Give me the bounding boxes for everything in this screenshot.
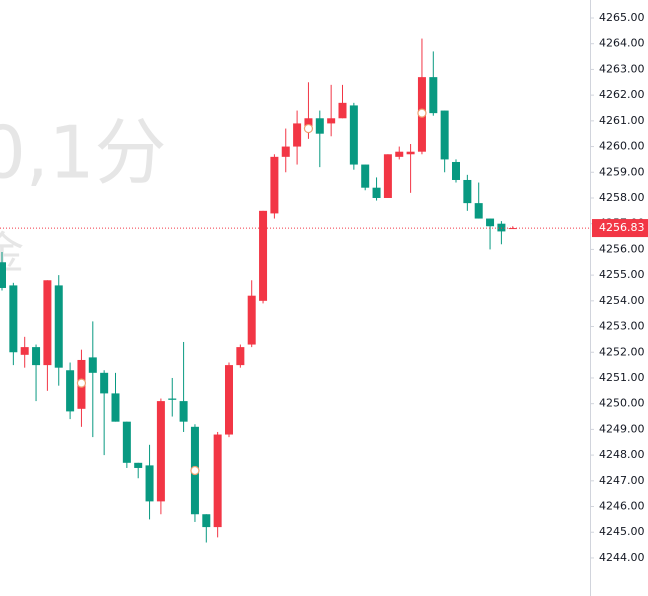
y-tick-label: 4254.00	[599, 294, 645, 307]
candle-body	[281, 146, 290, 157]
y-tick-label: 4263.00	[599, 62, 645, 75]
y-tick-label: 4248.00	[599, 448, 645, 461]
y-tick-label: 4258.00	[599, 191, 645, 204]
y-tick-label: 4256.00	[599, 242, 645, 255]
candle-body	[9, 285, 18, 353]
y-tick-label: 4247.00	[599, 474, 645, 487]
marker	[303, 123, 314, 134]
marker	[417, 108, 427, 118]
y-tick-label: 4252.00	[599, 345, 645, 358]
y-tick-label: 4260.00	[599, 140, 645, 153]
candle-body	[338, 102, 347, 119]
candle-body	[179, 401, 188, 422]
candle-body	[100, 372, 109, 394]
marker	[190, 465, 200, 476]
candle-body	[406, 151, 415, 155]
y-tick-label: 4246.00	[599, 500, 645, 513]
candle-body	[0, 262, 6, 288]
candle-body	[463, 179, 472, 204]
candle-body	[111, 393, 120, 422]
candle-body	[349, 105, 358, 165]
candle-body	[361, 164, 370, 188]
y-tick-label: 4244.00	[599, 551, 645, 564]
candle-body	[156, 401, 165, 502]
candle-body	[383, 154, 392, 198]
y-tick-label: 4250.00	[599, 397, 645, 410]
y-tick-label: 4255.00	[599, 268, 645, 281]
candle-body	[20, 347, 29, 355]
y-tick-label: 4249.00	[599, 422, 645, 435]
watermark: 0,1分	[0, 111, 167, 195]
candle-body	[497, 223, 506, 232]
candle-body	[395, 151, 404, 157]
y-tick-label: 4262.00	[599, 88, 645, 101]
y-tick-label: 4265.00	[599, 11, 645, 24]
y-tick-label: 4259.00	[599, 165, 645, 178]
y-tick-label: 4264.00	[599, 37, 645, 50]
candle-body	[259, 210, 268, 301]
candle-body	[145, 465, 154, 502]
marker	[76, 378, 87, 388]
candle-body	[43, 280, 52, 366]
candle-body	[54, 285, 63, 368]
candle-body	[202, 514, 211, 528]
candle-body	[486, 218, 495, 227]
candle-body	[315, 118, 324, 134]
candle-body	[213, 434, 222, 528]
candle-body	[134, 462, 143, 468]
candle-body	[372, 187, 381, 198]
candle-body	[440, 110, 449, 160]
candle-body	[452, 161, 460, 180]
candle-body	[508, 228, 517, 230]
y-tick-label: 4251.00	[599, 371, 645, 384]
candle-body	[247, 295, 256, 345]
candle-body	[293, 123, 302, 147]
y-tick-label: 4261.00	[599, 114, 645, 127]
candle-body	[32, 347, 41, 366]
candle-body	[122, 421, 131, 463]
y-tick-label: 4253.00	[599, 320, 645, 333]
candle-body	[168, 398, 177, 400]
candle-body	[66, 370, 75, 412]
candle-body	[236, 347, 245, 366]
y-tick-label: 4245.00	[599, 525, 645, 538]
candle-body	[270, 156, 279, 214]
candle-body	[474, 203, 483, 219]
last-price-box	[592, 219, 648, 238]
candle-body	[304, 118, 313, 126]
candle-body	[225, 365, 233, 435]
candle-body	[327, 118, 336, 124]
last-price-label: 4256.83	[599, 221, 645, 234]
candle-body	[88, 357, 97, 373]
candle-body	[429, 77, 438, 114]
